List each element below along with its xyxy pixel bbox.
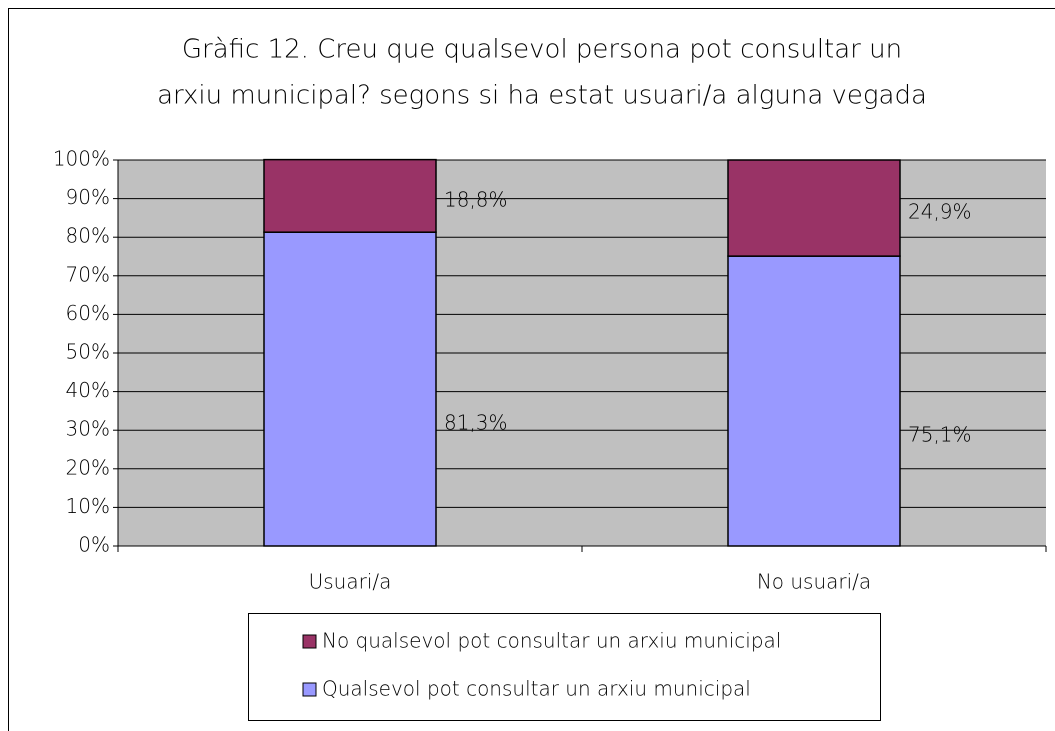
- bar-segment: [727, 255, 901, 547]
- data-label: 75,1%: [908, 423, 972, 447]
- y-tick-label: 0%: [78, 533, 110, 557]
- legend-swatch: [302, 634, 317, 649]
- legend-label: Qualsevol pot consultar un arxiu municip…: [322, 677, 751, 701]
- legend-label: No qualsevol pot consultar un arxiu muni…: [322, 629, 781, 653]
- y-tick-label: 90%: [66, 185, 110, 209]
- chart-title: arxiu municipal? segons si ha estat usua…: [157, 81, 927, 111]
- x-tick-label: Usuari/a: [309, 570, 392, 594]
- bar-segment: [727, 159, 901, 257]
- legend-swatch: [302, 682, 317, 697]
- y-tick-label: 70%: [66, 262, 110, 286]
- y-tick-label: 10%: [66, 494, 110, 518]
- x-tick-label: No usuari/a: [757, 570, 871, 594]
- y-tick-label: 50%: [66, 340, 110, 364]
- chart-title: Gràfic 12. Creu que qualsevol persona po…: [182, 35, 902, 65]
- data-label: 24,9%: [908, 200, 972, 224]
- y-tick-label: 40%: [66, 378, 110, 402]
- bar-segment: [263, 158, 437, 233]
- y-tick-label: 100%: [53, 147, 110, 171]
- y-tick-label: 80%: [66, 224, 110, 248]
- y-tick-label: 30%: [66, 417, 110, 441]
- data-label: 81,3%: [444, 411, 508, 435]
- y-tick-label: 60%: [66, 301, 110, 325]
- legend-box: [248, 613, 881, 721]
- bar-segment: [263, 231, 437, 547]
- y-tick-label: 20%: [66, 455, 110, 479]
- data-label: 18,8%: [444, 187, 508, 211]
